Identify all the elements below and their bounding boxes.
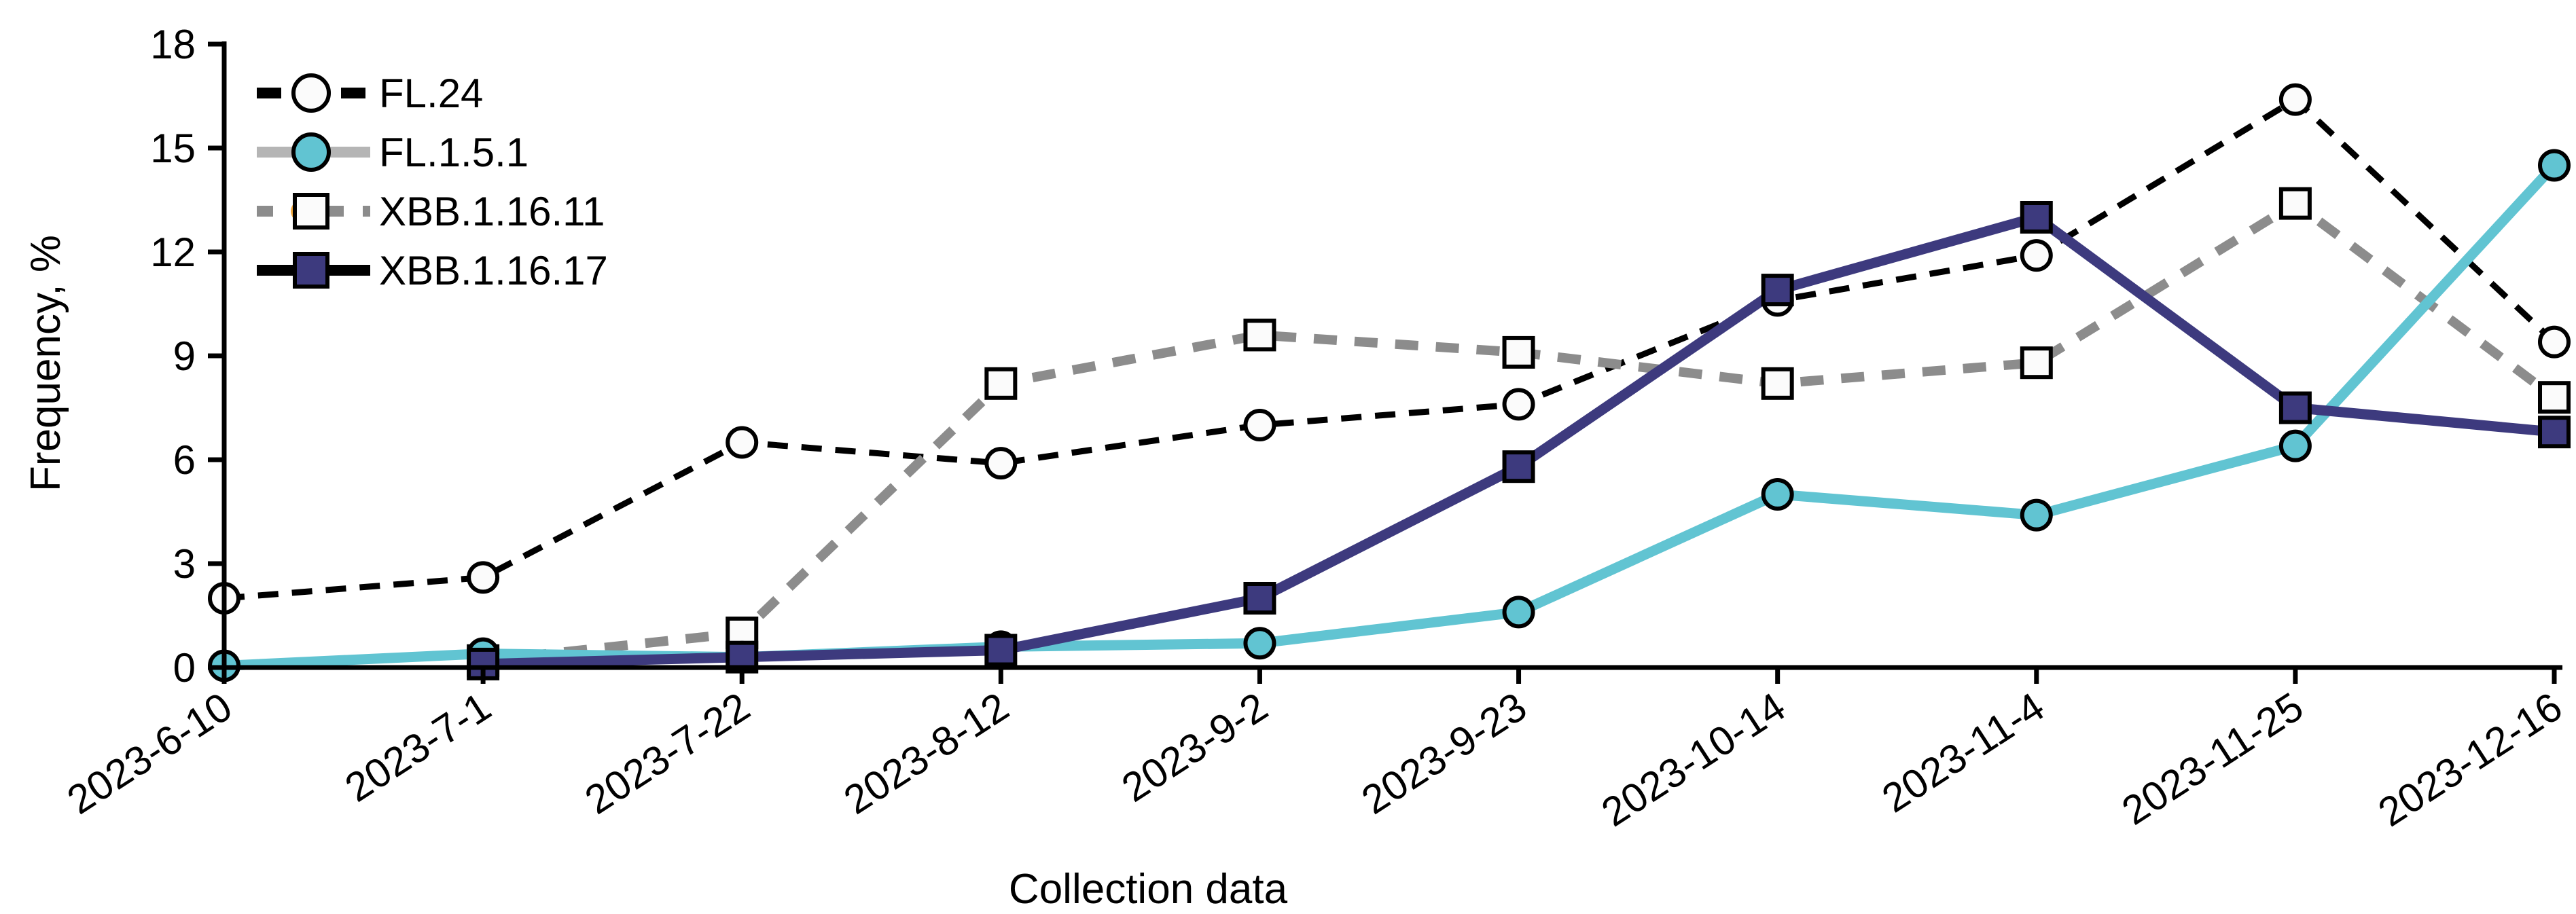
marker-FL.1.5.1 [1243, 627, 1276, 660]
marker-FL.24 [1502, 388, 1535, 421]
series-line-XBB.1.16.11 [482, 198, 2558, 665]
marker-FL.24 [2538, 325, 2571, 359]
legend-marker [293, 193, 329, 230]
legend-row: XBB.1.16.11 [257, 189, 605, 234]
series-layer [208, 83, 2571, 682]
marker-FL.24 [2278, 83, 2312, 116]
x-tick-label: 2023-7-1 [337, 684, 499, 811]
legend-label: FL.24 [379, 71, 483, 116]
legend-row: FL.24 [257, 71, 483, 116]
y-tick-label: 0 [173, 645, 196, 691]
legend-label: XBB.1.16.17 [379, 248, 608, 293]
marker-XBB.1.16.11 [2278, 187, 2312, 220]
marker-XBB.1.16.11 [984, 367, 1018, 400]
x-tick-label: 2023-9-23 [1354, 684, 1535, 823]
marker-XBB.1.16.17 [2538, 416, 2571, 449]
y-tick-label: 6 [173, 437, 196, 483]
marker-XBB.1.16.17 [984, 634, 1018, 667]
marker-FL.1.5.1 [2278, 429, 2312, 462]
x-tick-label: 2023-7-22 [577, 684, 757, 823]
marker-FL.1.5.1 [1761, 478, 1794, 511]
y-tick-label: 15 [150, 126, 196, 171]
legend-row: XBB.1.16.17 [257, 248, 608, 293]
series-line-FL.24 [223, 95, 2557, 602]
x-tick-label: 2023-6-10 [59, 684, 240, 823]
marker-FL.24 [1243, 409, 1276, 441]
y-tick-label: 9 [173, 333, 196, 379]
series-line-FL.1.5.1 [223, 162, 2558, 671]
marker-FL.1.5.1 [2020, 498, 2053, 532]
legend-label: XBB.1.16.11 [379, 189, 605, 234]
marker-FL.24 [726, 426, 759, 459]
x-tick-label: 2023-12-16 [2370, 684, 2570, 835]
y-axis-title: Frequency, % [22, 235, 69, 492]
marker-FL.1.5.1 [2538, 149, 2571, 182]
marker-FL.24 [984, 447, 1018, 480]
y-tick-label: 18 [150, 22, 196, 67]
marker-XBB.1.16.11 [1243, 318, 1276, 352]
marker-FL.24 [467, 561, 500, 594]
x-tick-label: 2023-9-2 [1114, 684, 1276, 811]
marker-XBB.1.16.17 [1761, 274, 1794, 307]
marker-XBB.1.16.17 [2278, 391, 2312, 424]
marker-XBB.1.16.11 [2538, 381, 2571, 414]
marker-XBB.1.16.11 [1761, 367, 1794, 400]
x-tick-label: 2023-11-25 [2114, 684, 2311, 834]
x-tick-label: 2023-10-14 [1594, 684, 1793, 835]
marker-FL.1.5.1 [1502, 596, 1535, 629]
legend-marker [293, 252, 329, 289]
legend-label: FL.1.5.1 [379, 130, 529, 175]
legend-marker [291, 73, 331, 113]
y-tick-label: 12 [150, 230, 196, 275]
legend-layer: FL.24 FL.1.5.1 XBB.1.16.11 XBB.1.16.17 [257, 71, 608, 293]
marker-FL.24 [2020, 239, 2053, 272]
legend-marker [291, 132, 331, 172]
y-tick-label: 3 [173, 541, 196, 587]
x-axis-title: Collection data [1009, 866, 1288, 913]
marker-XBB.1.16.11 [2020, 346, 2053, 380]
marker-XBB.1.16.11 [1502, 335, 1535, 369]
legend-row: FL.1.5.1 [257, 130, 529, 175]
x-tick-label: 2023-8-12 [836, 684, 1017, 823]
x-tick-label: 2023-11-4 [1874, 684, 2052, 822]
marker-XBB.1.16.17 [2020, 201, 2053, 234]
marker-XBB.1.16.17 [1243, 582, 1276, 615]
marker-XBB.1.16.17 [1502, 450, 1535, 483]
